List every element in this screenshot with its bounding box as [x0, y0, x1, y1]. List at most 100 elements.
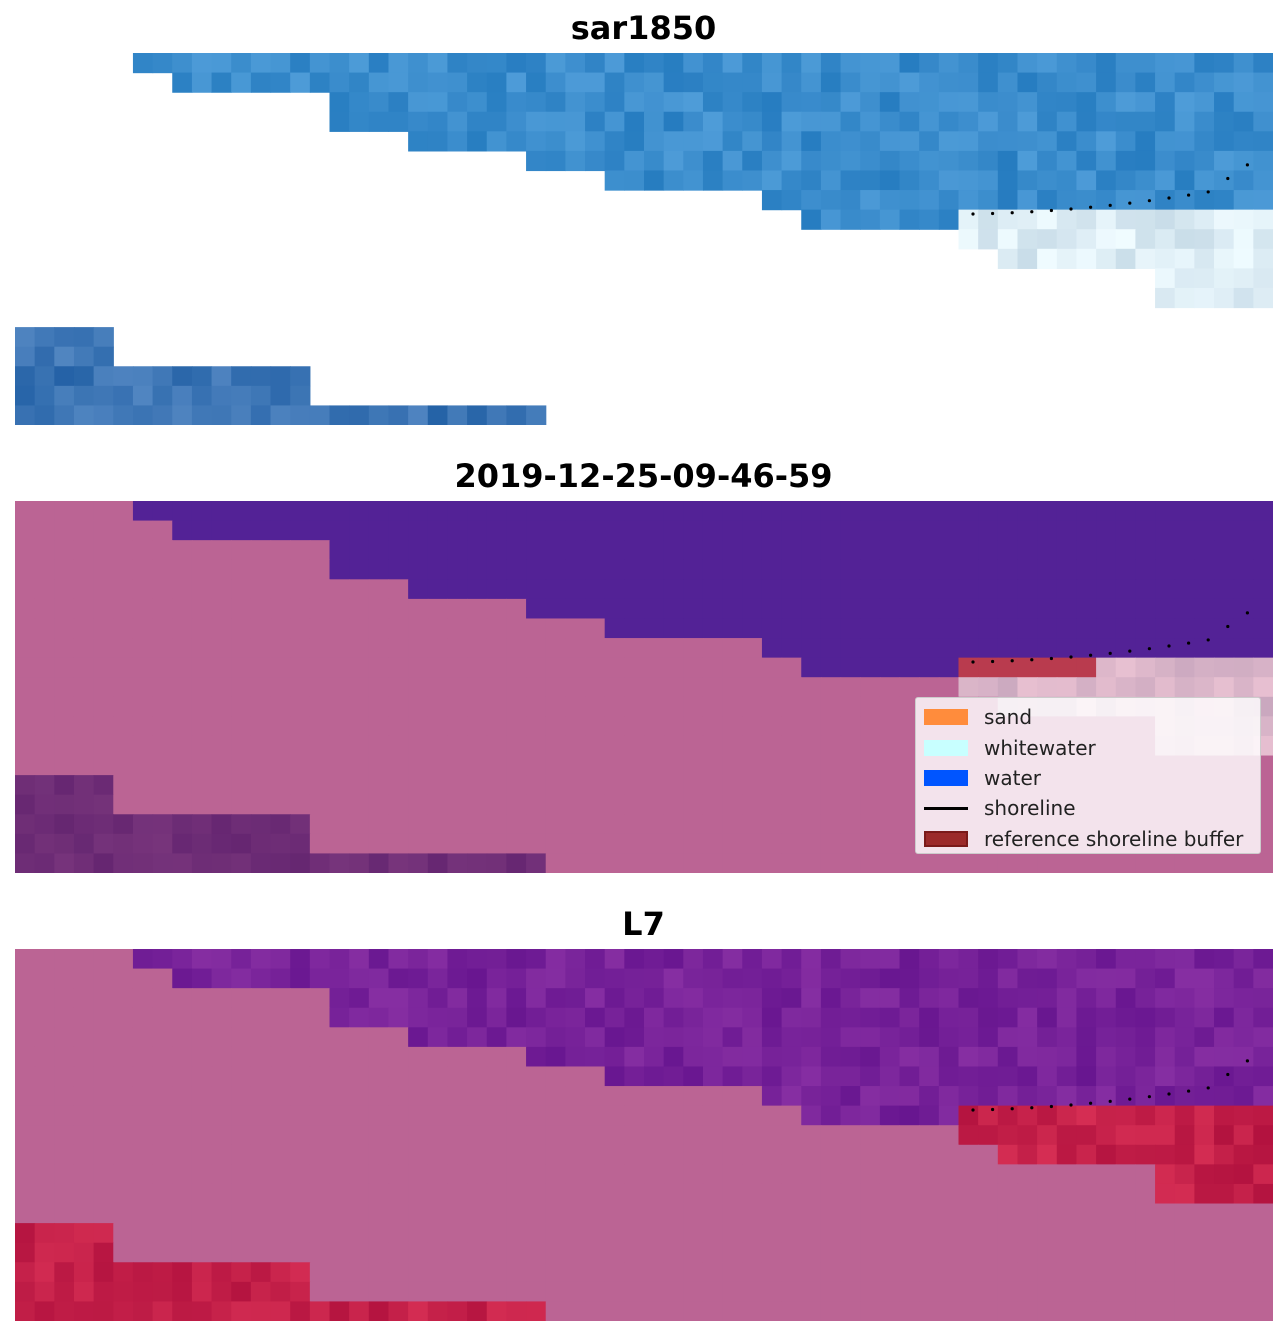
pixel-cell [349, 735, 370, 757]
pixel-cell [250, 1027, 272, 1048]
pixel-cell [73, 735, 95, 757]
pixel-cell [644, 1144, 665, 1165]
pixel-cell [1214, 1125, 1235, 1146]
pixel-cell [54, 794, 75, 815]
pixel-cell [840, 853, 861, 873]
pixel-cell [722, 677, 743, 698]
pixel-cell [663, 618, 684, 639]
pixel-cell [761, 1105, 783, 1126]
pixel-cell [1174, 1223, 1195, 1244]
pixel-cell [978, 559, 999, 580]
pixel-cell [1194, 170, 1215, 191]
pixel-cell [1174, 170, 1195, 191]
pixel-cell [663, 92, 684, 113]
shoreline-point [1069, 207, 1073, 211]
legend: sand whitewater water shoreline referenc… [915, 697, 1261, 854]
pixel-cell [290, 540, 311, 561]
pixel-cell [1194, 1046, 1215, 1068]
pixel-cell [113, 1007, 134, 1028]
pixel-cell [486, 1046, 508, 1068]
pixel-cell [1214, 1027, 1235, 1048]
legend-item-shoreline: shoreline [924, 793, 1252, 823]
pixel-cell [427, 716, 449, 737]
pixel-cell [270, 657, 291, 678]
pixel-cell [604, 988, 625, 1009]
pixel-cell [840, 53, 861, 74]
pixel-cell [545, 1007, 566, 1028]
pixel-cell [978, 1007, 999, 1028]
pixel-cell [526, 1242, 547, 1263]
pixel-cell [938, 638, 960, 659]
pixel-cell [132, 853, 154, 873]
pixel-cell [1076, 72, 1097, 93]
pixel-cell [250, 775, 272, 796]
pixel-cell [427, 1223, 449, 1244]
pixel-cell [427, 1242, 449, 1263]
pixel-cell [15, 677, 36, 698]
pixel-cell [1155, 92, 1176, 113]
pixel-cell [1194, 501, 1215, 522]
pixel-cell [408, 501, 429, 522]
pixel-cell [1253, 618, 1273, 639]
pixel-cell [879, 677, 901, 698]
pixel-cell [290, 501, 311, 522]
pixel-cell [1115, 1281, 1137, 1303]
pixel-cell [840, 657, 861, 678]
pixel-cell [958, 520, 979, 541]
pixel-cell [997, 229, 1019, 250]
pixel-cell [1194, 1105, 1215, 1126]
pixel-cell [231, 794, 252, 815]
pixel-cell [486, 775, 508, 796]
pixel-cell [545, 1027, 566, 1048]
pixel-cell [329, 696, 350, 717]
pixel-cell [368, 520, 390, 541]
pixel-cell [1135, 540, 1156, 561]
pixel-cell [997, 131, 1019, 152]
pixel-cell [250, 1046, 272, 1068]
pixel-cell [938, 1066, 960, 1087]
pixel-cell [761, 170, 783, 191]
pixel-cell [565, 520, 586, 541]
pixel-cell [73, 540, 95, 561]
pixel-cell [467, 579, 488, 600]
pixel-cell [309, 579, 331, 600]
pixel-cell [309, 814, 331, 835]
pixel-cell [761, 190, 783, 211]
pixel-cell [585, 968, 606, 989]
pixel-cell [250, 1183, 272, 1205]
pixel-cell [624, 170, 645, 191]
pixel-cell [349, 1046, 370, 1068]
pixel-cell [132, 53, 154, 74]
pixel-cell [486, 618, 508, 639]
pixel-cell [73, 1046, 95, 1068]
pixel-cell [211, 1281, 232, 1303]
pixel-cell [781, 988, 802, 1009]
pixel-cell [997, 1164, 1019, 1185]
pixel-cell [447, 1281, 468, 1303]
pixel-cell [761, 1223, 783, 1244]
pixel-cell [545, 853, 566, 873]
pixel-cell [15, 638, 36, 659]
pixel-cell [427, 949, 449, 970]
pixel-cell [604, 1262, 625, 1283]
pixel-cell [467, 735, 488, 757]
pixel-cell [191, 1105, 213, 1126]
pixel-cell [958, 53, 979, 74]
pixel-cell [1135, 1086, 1156, 1107]
pixel-cell [1194, 949, 1215, 970]
pixel-cell [349, 53, 370, 74]
pixel-cell [113, 618, 134, 639]
pixel-cell [565, 1262, 586, 1283]
pixel-cell [899, 131, 920, 152]
whitewater-swatch-icon [924, 739, 968, 756]
pixel-cell [1155, 968, 1176, 989]
pixel-cell [958, 657, 979, 678]
pixel-cell [1214, 209, 1235, 230]
pixel-cell [1096, 209, 1117, 230]
pixel-cell [1253, 1066, 1273, 1087]
pixel-cell [408, 1027, 429, 1048]
pixel-cell [919, 540, 940, 561]
pixel-cell [1017, 209, 1038, 230]
pixel-cell [113, 1046, 134, 1068]
pixel-cell [644, 775, 665, 796]
